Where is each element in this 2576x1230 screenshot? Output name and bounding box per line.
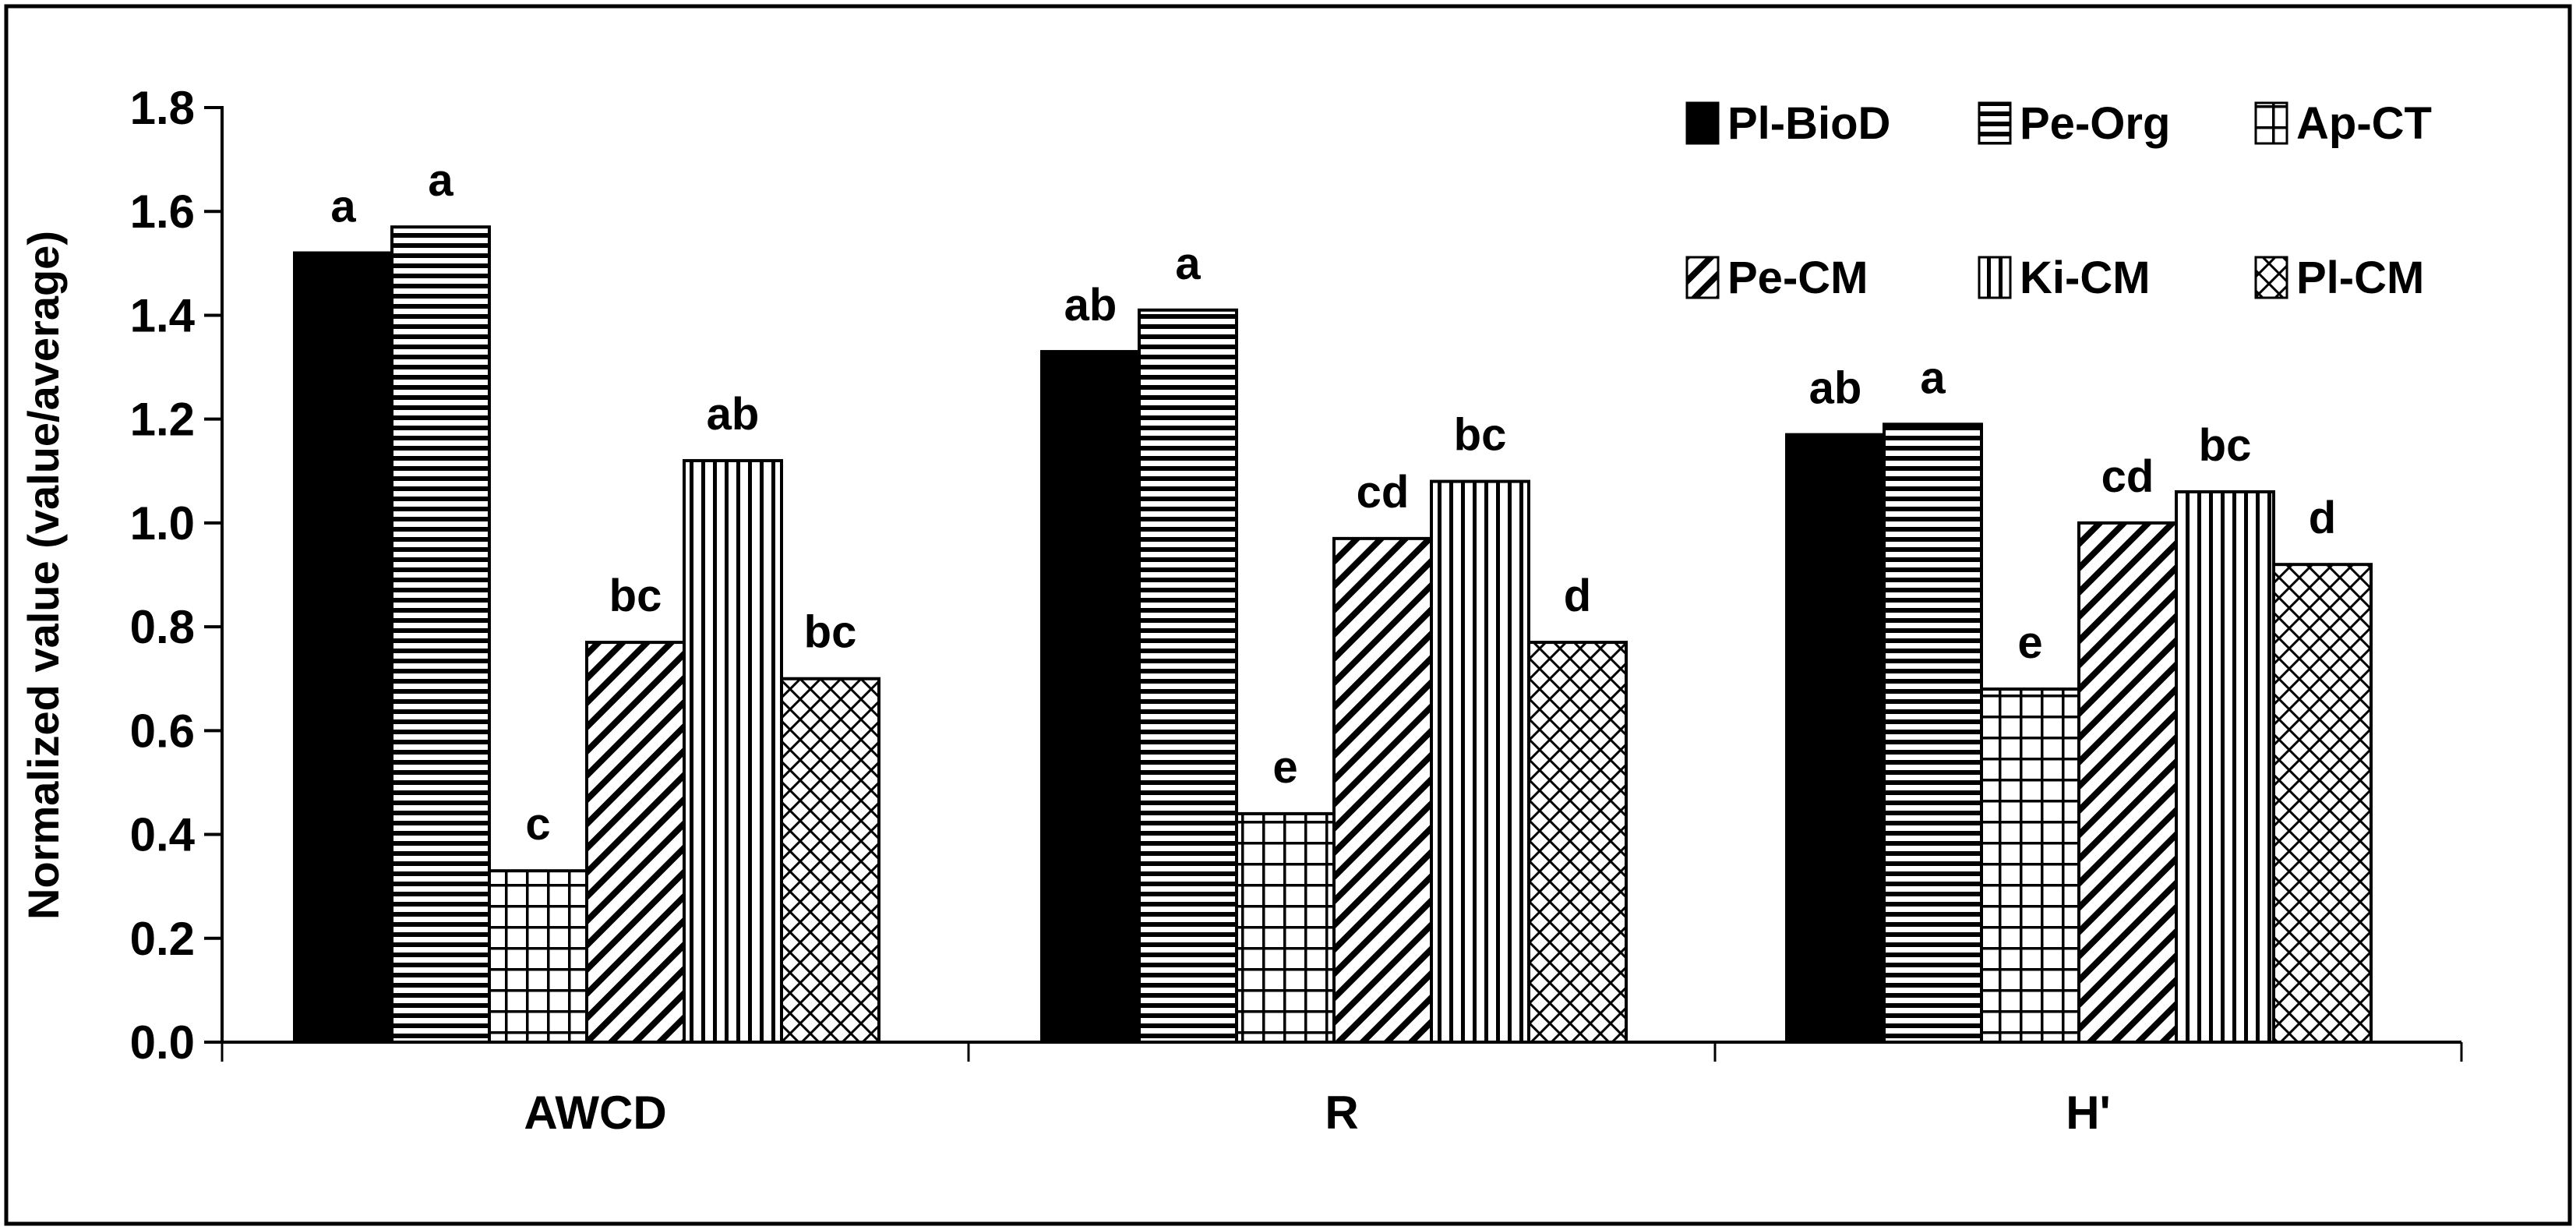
y-tick-label: 0.8 [130, 601, 195, 653]
sig-letter-Pl-BioD-H': ab [1809, 363, 1862, 414]
bar-Pl-CM-H' [2272, 563, 2373, 1044]
sig-letter-Pl-CM-R: d [1564, 571, 1591, 621]
sig-letter-Pl-CM-H': d [2309, 493, 2336, 543]
sig-letter-Ap-CT-R: e [1272, 742, 1297, 793]
labels: 0.0 0.2 0.4 0.6 0.8 1.0 1.2 1.4 1.6 1.8 AWCD R H' a a c… [130, 82, 2337, 1139]
category-label: H' [2066, 1087, 2111, 1139]
bar-Pl-BioD-R [1040, 350, 1141, 1044]
sig-letter-Pe-CM-R: cd [1357, 467, 1410, 518]
sig-letter-Pe-CM-AWCD: bc [609, 571, 662, 621]
bar-Pl-BioD-AWCD [293, 251, 393, 1044]
bar-Pe-CM-R [1332, 536, 1433, 1044]
y-tick-label: 1.4 [130, 289, 196, 341]
bar-Pe-Org-R [1138, 308, 1238, 1044]
legend-swatch-Pl-BioD [1685, 101, 1720, 145]
bar-Ap-CT-AWCD [488, 869, 588, 1044]
sig-letter-Ap-CT-H': e [2017, 617, 2042, 668]
bar-Ap-CT-H' [1980, 687, 2080, 1044]
sig-letter-Pl-BioD-AWCD: a [330, 182, 356, 232]
bar-Ki-CM-H' [2175, 490, 2275, 1044]
y-tick-label: 0.4 [130, 809, 196, 861]
sig-letter-Pe-Org-R: a [1175, 239, 1201, 289]
y-axis-title: Normalized value (value/average) [19, 231, 68, 920]
category-label: AWCD [524, 1087, 666, 1139]
figure-border [4, 4, 2572, 1226]
legend-label-Pl-BioD: Pl-BioD [1727, 98, 1890, 149]
bar-Ap-CT-R [1235, 811, 1336, 1044]
bar-Ki-CM-AWCD [683, 458, 783, 1044]
bar-Ki-CM-R [1430, 479, 1530, 1044]
sig-letter-Ki-CM-AWCD: ab [707, 389, 760, 440]
sig-letter-Pl-BioD-R: ab [1064, 280, 1117, 330]
sig-letter-Pe-CM-H': cd [2101, 451, 2154, 502]
legend-swatch-Pe-Org [1978, 101, 2012, 145]
y-tick-label: 0.0 [130, 1016, 195, 1069]
sig-letter-Pe-Org-H': a [1920, 352, 1946, 403]
y-tick-label: 1.6 [130, 186, 195, 238]
category-label: R [1325, 1087, 1358, 1139]
legend: Pl-BioD Pe-Org Ap-CT Pe-CM Ki-CM Pl-CM [1685, 98, 2432, 303]
bar-Pe-Org-AWCD [390, 225, 491, 1044]
legend-label-Ki-CM: Ki-CM [2020, 253, 2151, 303]
legend-label-Ap-CT: Ap-CT [2296, 98, 2432, 149]
legend-swatch-Ap-CT [2254, 101, 2288, 145]
bar-Pl-CM-R [1527, 641, 1628, 1044]
bar-Pl-BioD-H' [1785, 433, 1886, 1044]
legend-swatch-Ki-CM [1978, 256, 2012, 299]
sig-letter-Pe-Org-AWCD: a [428, 155, 453, 206]
legend-label-Pe-CM: Pe-CM [1727, 253, 1868, 303]
legend-label-Pl-CM: Pl-CM [2296, 253, 2424, 303]
legend-swatch-Pe-CM [1685, 256, 1720, 299]
y-tick-label: 0.2 [130, 913, 195, 965]
sig-letter-Ki-CM-R: bc [1454, 410, 1507, 461]
bars [293, 225, 2373, 1044]
y-tick-label: 0.6 [130, 705, 195, 757]
legend-swatch-Pl-CM [2254, 256, 2288, 299]
sig-letter-Pl-CM-AWCD: bc [804, 607, 857, 658]
sig-letter-Ap-CT-AWCD: c [525, 799, 550, 850]
bar-Pe-Org-H' [1883, 422, 1983, 1044]
bar-Pe-CM-H' [2077, 521, 2178, 1044]
y-tick-label: 1.8 [130, 82, 195, 134]
legend-label-Pe-Org: Pe-Org [2020, 98, 2170, 149]
y-tick-label: 1.2 [130, 394, 195, 446]
bar-Pe-CM-AWCD [585, 641, 686, 1044]
bar-Pl-CM-AWCD [780, 677, 880, 1044]
y-tick-label: 1.0 [130, 497, 195, 550]
sig-letter-Ki-CM-H': bc [2199, 420, 2252, 471]
